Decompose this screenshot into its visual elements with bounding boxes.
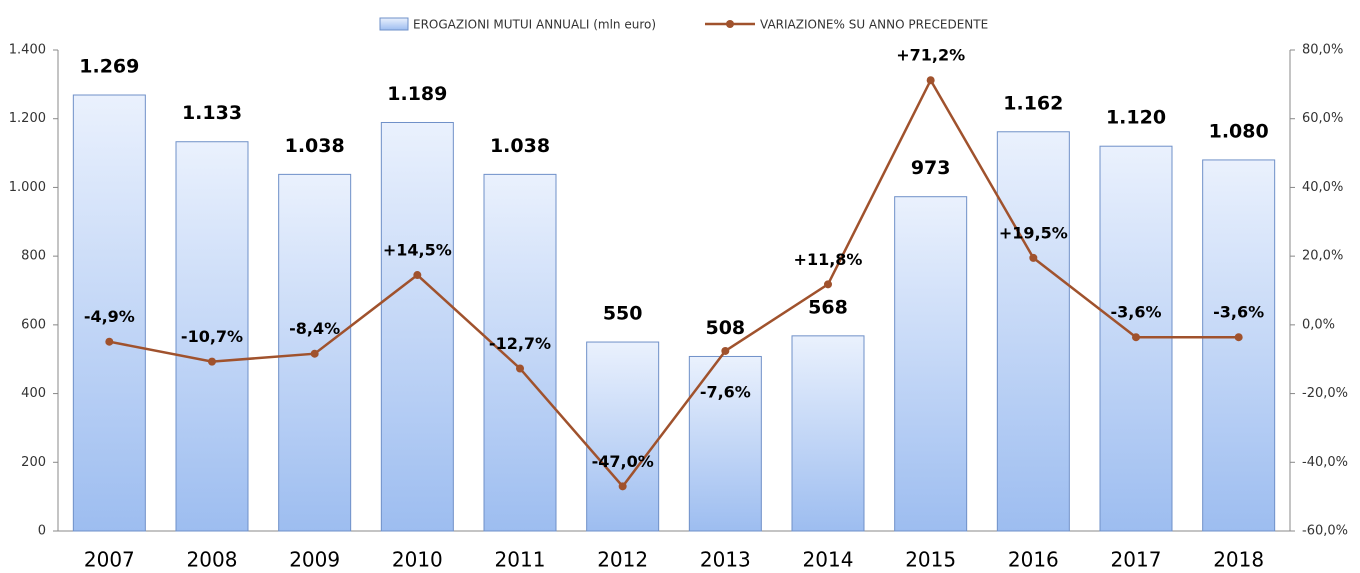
x-tick-label: 2015 (905, 548, 956, 572)
bar-value-label: 1.080 (1209, 120, 1269, 142)
bar-value-label: 568 (808, 296, 848, 318)
y-tick-label: 1.200 (9, 111, 46, 126)
bar-value-label: 1.133 (182, 102, 242, 124)
bar-value-label: 1.269 (79, 56, 139, 78)
y-tick-label: 0 (38, 524, 46, 539)
y2-tick-label: -60,0% (1302, 524, 1348, 539)
bar-value-label: 550 (603, 303, 643, 325)
line-marker (618, 482, 627, 491)
bar (380, 121, 454, 532)
y2-tick-label: 80,0% (1302, 43, 1343, 58)
y2-tick-label: 0,0% (1302, 317, 1335, 332)
bar (894, 196, 968, 532)
line-marker (721, 346, 730, 355)
line-value-label: -4,9% (84, 307, 135, 326)
y-tick-label: 400 (21, 386, 46, 401)
line-value-label: -3,6% (1110, 303, 1161, 322)
bar-value-label: 1.189 (387, 83, 447, 105)
bar (791, 335, 865, 532)
bar-value-label: 973 (911, 157, 951, 179)
line-value-label: -8,4% (289, 319, 340, 338)
x-tick-label: 2013 (700, 548, 751, 572)
line-value-label: -10,7% (181, 327, 243, 346)
legend-label: VARIAZIONE% SU ANNO PRECEDENTE (760, 18, 988, 32)
line-value-label: +14,5% (383, 241, 452, 260)
x-tick-label: 2010 (392, 548, 443, 572)
line-value-label: +11,8% (794, 250, 863, 269)
line-marker (516, 364, 524, 373)
bar-value-label: 1.038 (490, 135, 550, 157)
bar (175, 141, 249, 532)
line-value-label: -47,0% (592, 452, 654, 471)
line-marker (208, 357, 216, 366)
bar-value-label: 508 (705, 317, 745, 339)
legend-swatch (379, 17, 409, 31)
line-value-label: -12,7% (489, 334, 551, 353)
line-value-label: +71,2% (896, 46, 965, 65)
bar (72, 94, 146, 532)
x-tick-label: 2009 (289, 548, 340, 572)
x-tick-label: 2008 (187, 548, 238, 572)
line-marker (926, 76, 935, 85)
line-marker (413, 271, 422, 280)
y2-tick-label: 20,0% (1302, 249, 1343, 264)
y-tick-label: 1.000 (9, 180, 46, 195)
y2-tick-label: -40,0% (1302, 455, 1348, 470)
bar-value-label: 1.038 (285, 135, 345, 157)
y-tick-label: 1.400 (9, 43, 46, 58)
legend-label: EROGAZIONI MUTUI ANNUALI (mln euro) (413, 18, 656, 32)
line-marker (824, 280, 832, 289)
legend-swatch (726, 20, 734, 28)
line-marker (310, 349, 319, 358)
x-tick-label: 2007 (84, 548, 135, 572)
line-value-label: -7,6% (700, 382, 751, 401)
line-marker (105, 337, 114, 346)
bar (483, 173, 557, 532)
bar (688, 355, 762, 532)
bar-value-label: 1.162 (1003, 92, 1063, 114)
x-tick-label: 2012 (597, 548, 648, 572)
y-tick-label: 600 (21, 317, 46, 332)
x-tick-label: 2011 (495, 548, 546, 572)
x-tick-label: 2017 (1111, 548, 1162, 572)
y-tick-label: 800 (21, 249, 46, 264)
bar (586, 341, 660, 532)
bar (996, 131, 1070, 532)
line (109, 77, 1239, 489)
line-marker (1132, 333, 1140, 342)
line-value-label: +19,5% (999, 223, 1068, 242)
x-tick-label: 2014 (803, 548, 854, 572)
bar-value-label: 1.120 (1106, 107, 1166, 129)
line-marker (1029, 253, 1038, 262)
x-tick-label: 2016 (1008, 548, 1059, 572)
y2-tick-label: 40,0% (1302, 180, 1343, 195)
y2-tick-label: -20,0% (1302, 386, 1348, 401)
line-value-label: -3,6% (1213, 303, 1264, 322)
x-tick-label: 2018 (1213, 548, 1264, 572)
y2-tick-label: 60,0% (1302, 111, 1343, 126)
y-tick-label: 200 (21, 455, 46, 470)
bar (1202, 159, 1276, 532)
line-marker (1234, 333, 1243, 342)
